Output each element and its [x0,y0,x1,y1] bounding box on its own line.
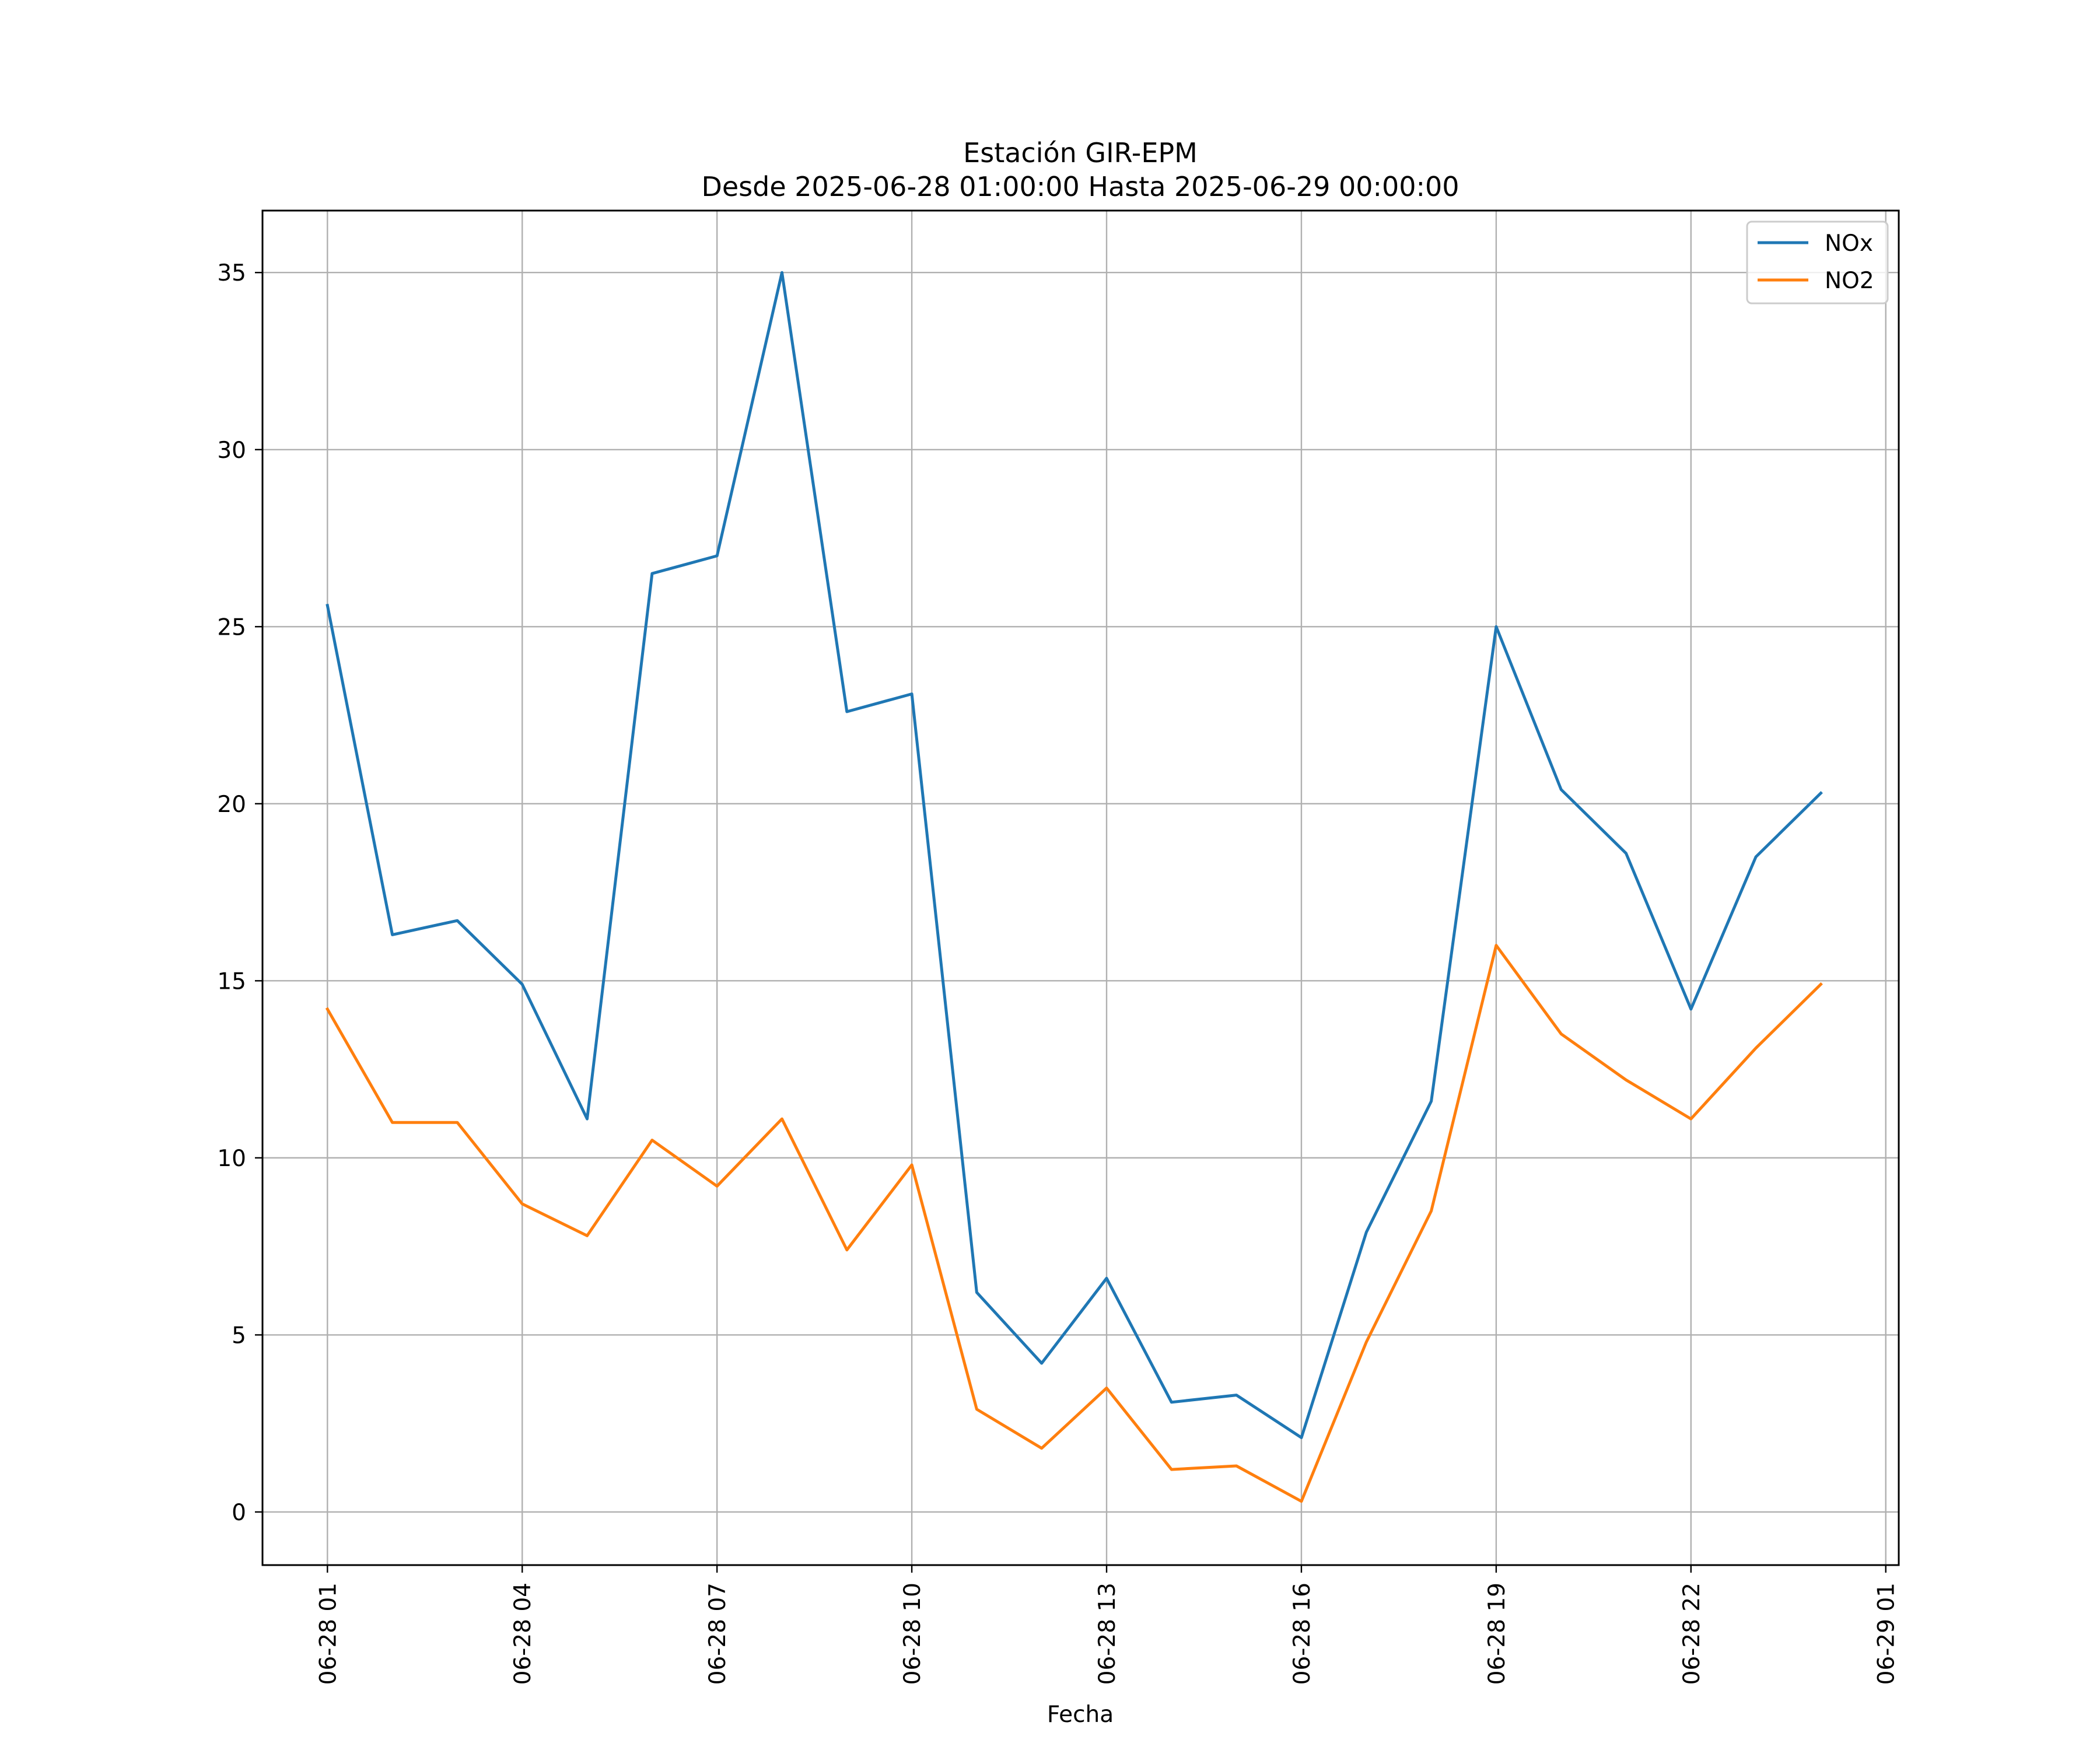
x-tick-label: 06-28 13 [1094,1583,1121,1685]
y-tick-label: 5 [232,1322,246,1349]
chart-subtitle: Desde 2025-06-28 01:00:00 Hasta 2025-06-… [701,171,1459,202]
x-tick-label: 06-28 16 [1289,1583,1315,1685]
legend-label-no2: NO2 [1825,268,1874,294]
y-tick-label: 15 [217,968,246,995]
y-tick-label: 10 [217,1146,246,1172]
legend: NOx NO2 [1746,220,1889,304]
y-tick-label: 0 [232,1500,246,1526]
x-tick-label: 06-28 10 [900,1583,926,1685]
x-axis-ticks: 06-28 01 06-28 04 06-28 07 06-28 10 06-28 13… [315,1565,1900,1685]
x-tick-label: 06-28 19 [1484,1583,1510,1685]
x-tick-label: 06-28 22 [1679,1583,1705,1685]
grid-lines [262,211,1899,1565]
plot-area-frame [261,209,1900,1566]
x-tick-label: 06-28 07 [705,1583,731,1685]
x-axis-label: Fecha [1047,1702,1114,1728]
x-tick-label: 06-28 01 [315,1583,341,1685]
series-line-nox [326,271,1823,1439]
legend-label-nox: NOx [1825,230,1873,257]
x-tick-label: 06-29 01 [1874,1583,1900,1685]
y-tick-label: 25 [217,614,246,640]
x-tick-label: 06-28 04 [510,1583,536,1685]
y-axis-ticks: 0 5 10 15 20 25 30 35 [217,260,262,1526]
y-tick-label: 35 [217,260,246,286]
series-lines [325,271,1823,1503]
y-tick-label: 30 [217,438,246,464]
chart-title: Estación GIR-EPM [963,137,1198,169]
series-line-no2 [325,944,1823,1503]
y-tick-label: 20 [217,792,246,818]
